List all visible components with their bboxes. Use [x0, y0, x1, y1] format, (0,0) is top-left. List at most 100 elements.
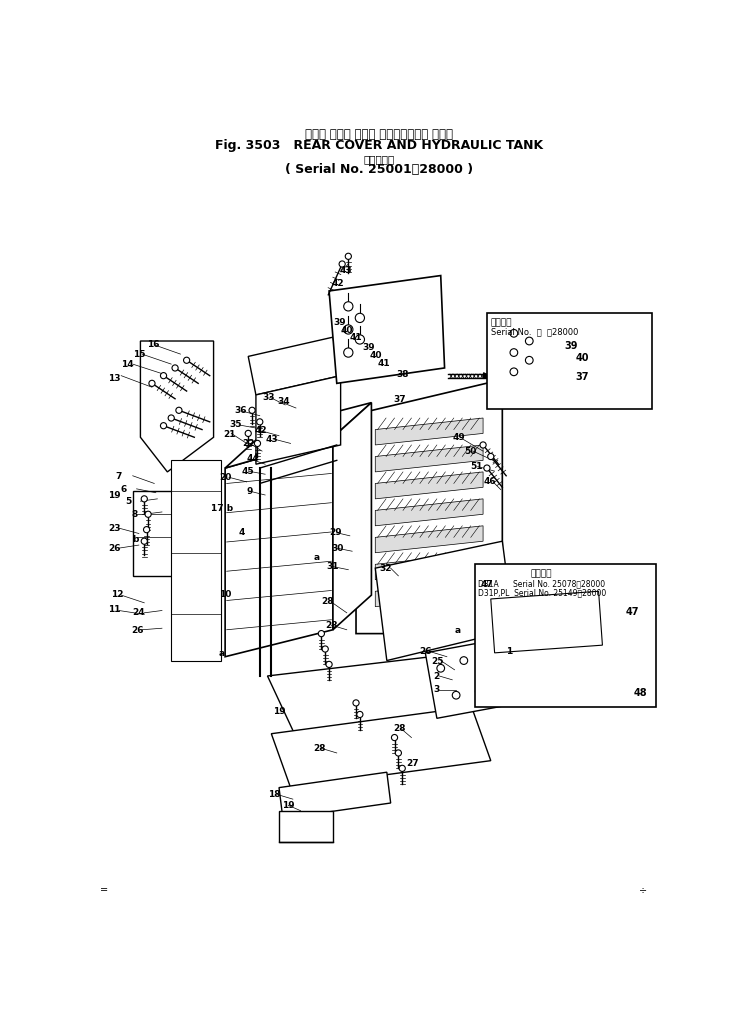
- Text: （適用号機: （適用号機: [367, 157, 399, 167]
- Circle shape: [160, 422, 166, 428]
- Text: 13: 13: [108, 374, 120, 383]
- Text: ÷: ÷: [639, 885, 647, 895]
- Text: 32: 32: [379, 564, 392, 573]
- Bar: [279, 810, 333, 842]
- Text: 47: 47: [481, 579, 494, 589]
- Circle shape: [141, 495, 147, 501]
- Text: 31: 31: [327, 562, 339, 571]
- Circle shape: [395, 750, 401, 756]
- Text: a: a: [454, 626, 460, 635]
- Circle shape: [399, 765, 405, 772]
- Circle shape: [141, 538, 147, 544]
- Text: 43: 43: [265, 435, 278, 444]
- Circle shape: [392, 734, 398, 741]
- Polygon shape: [333, 402, 372, 630]
- Text: Fig. 3503   REAR COVER AND HYDRAULIC TANK: Fig. 3503 REAR COVER AND HYDRAULIC TANK: [215, 139, 543, 152]
- Text: 17 b: 17 b: [211, 504, 234, 514]
- Circle shape: [483, 652, 491, 660]
- Circle shape: [460, 656, 468, 665]
- Text: 41: 41: [350, 333, 363, 342]
- Circle shape: [326, 661, 332, 668]
- Text: 37: 37: [393, 395, 406, 404]
- Text: 50: 50: [464, 447, 476, 456]
- Circle shape: [322, 646, 328, 652]
- Text: 48: 48: [633, 688, 647, 698]
- Text: 25: 25: [432, 656, 444, 666]
- Polygon shape: [375, 579, 483, 607]
- Circle shape: [143, 527, 150, 533]
- Circle shape: [510, 329, 518, 337]
- Text: 28: 28: [393, 723, 406, 732]
- Text: 37: 37: [576, 372, 589, 382]
- Text: 39: 39: [333, 318, 346, 327]
- Polygon shape: [375, 553, 483, 579]
- Circle shape: [480, 442, 486, 448]
- Text: （適用号機: （適用号機: [364, 154, 395, 164]
- Text: 43: 43: [339, 266, 352, 276]
- Text: D31P,PL  Serial No. 25149～28000: D31P,PL Serial No. 25149～28000: [477, 589, 606, 598]
- Text: 40: 40: [341, 325, 353, 334]
- Circle shape: [172, 365, 178, 371]
- Circle shape: [145, 512, 151, 518]
- Polygon shape: [268, 652, 487, 733]
- Circle shape: [488, 454, 494, 460]
- Circle shape: [484, 465, 490, 471]
- Text: 2: 2: [433, 672, 439, 681]
- Text: 42: 42: [254, 426, 267, 436]
- Text: 35: 35: [229, 420, 242, 430]
- Text: 40: 40: [576, 353, 589, 363]
- Text: 42: 42: [331, 280, 344, 289]
- Text: 29: 29: [329, 528, 341, 537]
- Polygon shape: [356, 380, 503, 633]
- Circle shape: [345, 253, 352, 259]
- Text: 28: 28: [325, 621, 338, 629]
- Circle shape: [357, 711, 363, 717]
- Circle shape: [149, 380, 155, 386]
- Polygon shape: [248, 337, 341, 395]
- Text: a: a: [313, 553, 320, 562]
- Circle shape: [353, 700, 359, 706]
- Polygon shape: [171, 460, 221, 660]
- Text: 8: 8: [132, 511, 137, 520]
- Text: 11: 11: [108, 605, 120, 614]
- Text: 12: 12: [111, 590, 123, 599]
- Polygon shape: [375, 498, 483, 526]
- Circle shape: [525, 357, 533, 364]
- Polygon shape: [329, 276, 445, 383]
- Bar: [94, 122, 664, 183]
- Text: 28: 28: [313, 744, 326, 753]
- Text: 26: 26: [419, 646, 432, 655]
- Circle shape: [344, 325, 353, 334]
- Circle shape: [344, 347, 353, 358]
- Text: 22: 22: [242, 439, 254, 448]
- Text: 適用号機: 適用号機: [491, 318, 512, 327]
- Circle shape: [160, 373, 166, 379]
- Text: 16: 16: [146, 340, 159, 349]
- Text: 1: 1: [506, 646, 512, 655]
- Circle shape: [339, 261, 345, 267]
- Text: 7: 7: [116, 472, 122, 481]
- Polygon shape: [375, 526, 483, 553]
- Text: 10: 10: [219, 590, 231, 599]
- Text: Serial No.  ・  ～28000: Serial No. ・ ～28000: [491, 327, 578, 336]
- Text: 33: 33: [262, 393, 275, 401]
- Polygon shape: [375, 541, 514, 660]
- Circle shape: [475, 688, 483, 695]
- Text: b: b: [133, 535, 139, 544]
- Circle shape: [256, 418, 263, 424]
- Circle shape: [510, 368, 518, 376]
- Text: 49: 49: [452, 434, 465, 443]
- Text: =: =: [101, 885, 109, 895]
- Text: 14: 14: [121, 361, 134, 370]
- Polygon shape: [375, 418, 483, 445]
- Polygon shape: [256, 376, 341, 464]
- Polygon shape: [225, 438, 333, 656]
- Bar: [475, 564, 656, 707]
- Text: 41: 41: [378, 359, 390, 368]
- Circle shape: [355, 335, 364, 344]
- Text: ( Serial No. 25001～28000 ): ( Serial No. 25001～28000 ): [348, 165, 537, 178]
- Polygon shape: [133, 491, 191, 575]
- Bar: [487, 313, 653, 409]
- Text: リヤー カバー および ハイドロリック タンク: リヤー カバー および ハイドロリック タンク: [305, 128, 453, 141]
- Circle shape: [437, 665, 445, 672]
